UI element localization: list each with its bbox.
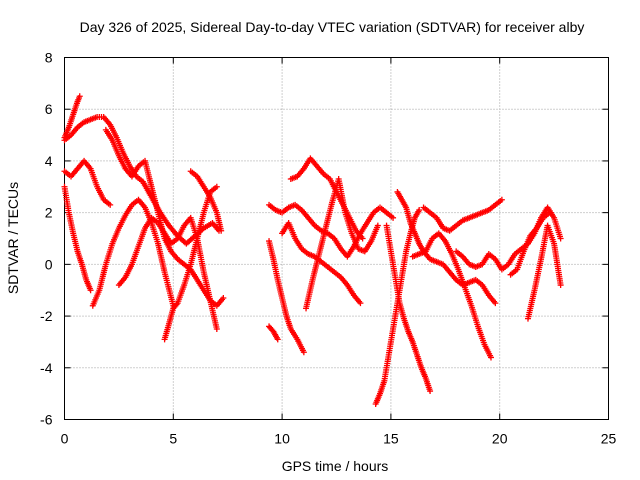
- x-tick-label: 20: [492, 431, 508, 447]
- axis-ticks: [64, 57, 609, 420]
- series-track-19: [420, 196, 505, 234]
- y-tick-label: 0: [45, 256, 53, 272]
- data-point: [546, 209, 553, 216]
- series-track-5: [89, 196, 177, 309]
- data-point: [213, 326, 220, 332]
- data-point: [557, 282, 564, 289]
- chart-title: Day 326 of 2025, Sidereal Day-to-day VTE…: [80, 19, 585, 35]
- x-axis-label: GPS time / hours: [282, 458, 389, 474]
- data-point: [359, 235, 366, 242]
- y-tick-label: 4: [45, 153, 53, 169]
- series-track-17: [383, 222, 434, 395]
- series-track-12: [266, 238, 307, 356]
- series-track-13: [287, 155, 366, 242]
- data-point: [492, 300, 499, 307]
- y-tick-label: -6: [40, 412, 53, 428]
- tick-labels: 0 5 10 15 20 25 -6 -4 -2 0 2 4 6 8: [40, 50, 616, 447]
- series-track-2: [61, 93, 83, 141]
- data-point: [557, 235, 564, 242]
- data-point: [416, 207, 423, 214]
- series-track-21: [453, 204, 564, 273]
- y-tick-label: 8: [45, 50, 53, 66]
- data-point: [274, 336, 281, 343]
- data-point: [213, 183, 220, 190]
- y-tick-label: -4: [40, 360, 53, 376]
- series-track-15: [303, 176, 381, 312]
- data-point: [220, 294, 227, 301]
- series-track-20: [409, 230, 494, 361]
- y-tick-label: 6: [45, 101, 53, 117]
- x-tick-label: 5: [169, 431, 177, 447]
- data-point: [107, 201, 114, 208]
- series-track-18: [394, 188, 499, 307]
- x-tick-label: 15: [383, 431, 399, 447]
- series-track-8: [161, 183, 220, 343]
- series-track-23: [507, 209, 553, 278]
- y-tick-label: 2: [45, 205, 53, 221]
- plot-border: [64, 57, 609, 420]
- data-point: [87, 287, 94, 294]
- x-tick-label: 25: [601, 431, 617, 447]
- data-point: [498, 196, 505, 203]
- grid-lines: [64, 57, 609, 420]
- data-point: [390, 214, 397, 221]
- data-points: [61, 93, 564, 407]
- data-point: [76, 93, 83, 100]
- y-axis-label: SDTVAR / TECUs: [5, 182, 21, 294]
- data-point: [374, 222, 381, 229]
- series-track-22: [524, 222, 564, 322]
- data-point: [487, 354, 494, 361]
- series-track-9: [187, 168, 225, 234]
- series-track-3: [61, 157, 114, 208]
- data-point: [173, 301, 180, 308]
- x-tick-label: 10: [274, 431, 290, 447]
- data-point: [357, 300, 364, 307]
- y-tick-label: -2: [40, 308, 53, 324]
- data-point: [427, 388, 434, 395]
- data-point: [300, 349, 307, 356]
- series-track-10: [266, 323, 281, 343]
- series-track-14: [279, 219, 364, 307]
- data-point: [218, 227, 225, 234]
- series-track-4: [61, 183, 94, 294]
- x-tick-label: 0: [61, 431, 69, 447]
